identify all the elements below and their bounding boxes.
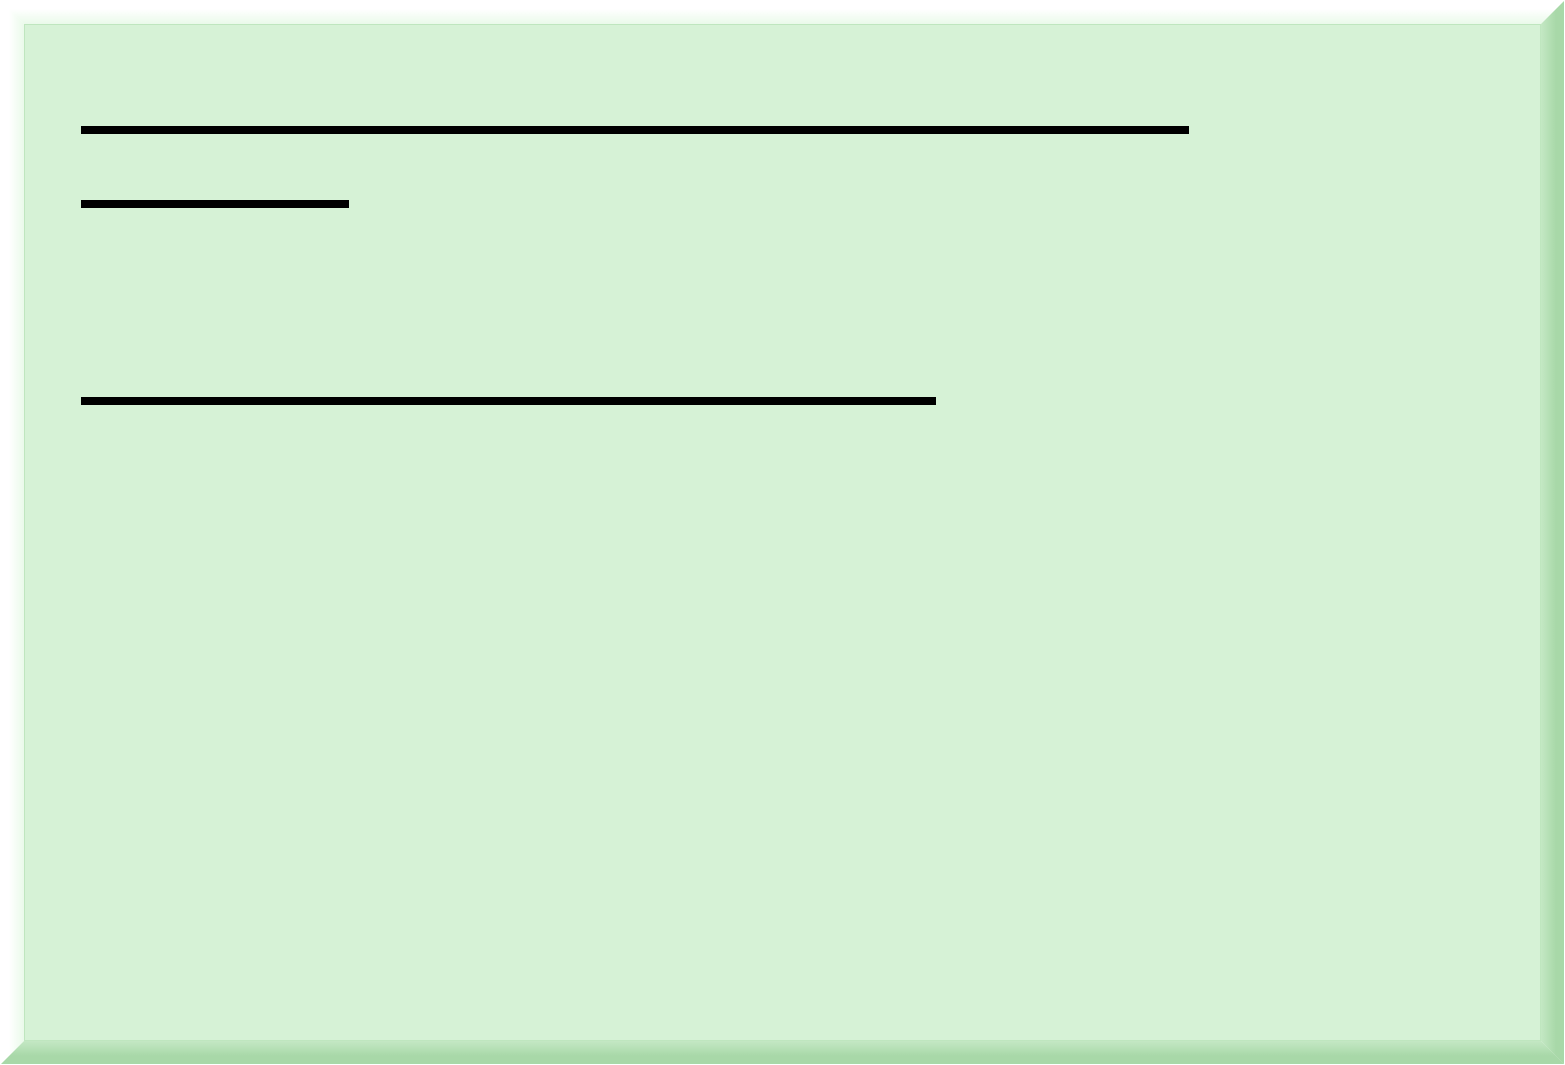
bevel-bottom-edge bbox=[1, 1041, 1564, 1064]
panel-content-area bbox=[24, 24, 1541, 1041]
horizontal-rule bbox=[81, 397, 936, 405]
horizontal-rule bbox=[81, 200, 349, 208]
beveled-panel bbox=[1, 1, 1564, 1064]
horizontal-rule bbox=[81, 126, 1189, 134]
bevel-left-edge bbox=[1, 1, 24, 1064]
bevel-top-edge bbox=[1, 1, 1564, 24]
bevel-right-edge bbox=[1541, 1, 1564, 1064]
